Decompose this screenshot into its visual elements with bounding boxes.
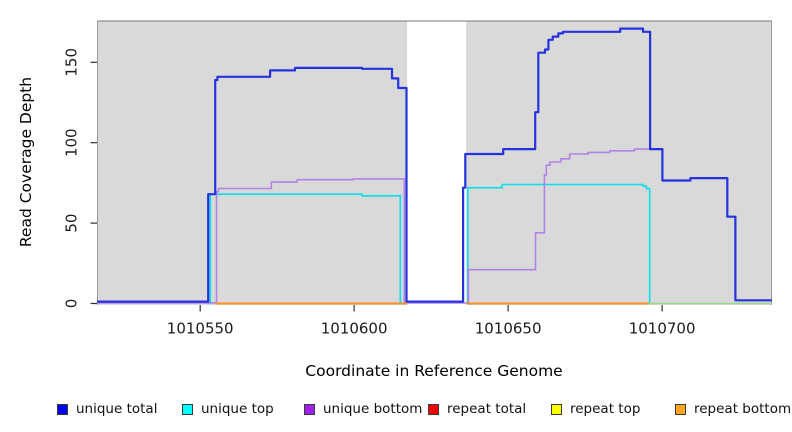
y-tick-label: 150 bbox=[63, 48, 81, 77]
x-axis-title: Coordinate in Reference Genome bbox=[305, 362, 563, 380]
covered-region-left bbox=[97, 21, 408, 305]
legend-item-unique-bottom: unique bottom bbox=[304, 399, 422, 419]
y-axis-title: Read Coverage Depth bbox=[17, 76, 35, 248]
covered-region-right bbox=[466, 21, 772, 305]
x-tick-label: 1010600 bbox=[321, 320, 388, 338]
legend-item-repeat-bottom: repeat bottom bbox=[675, 399, 791, 419]
legend-swatch-repeat-top bbox=[551, 403, 562, 415]
legend-label-unique-total: unique total bbox=[76, 401, 158, 417]
y-tick-label: 50 bbox=[63, 214, 81, 233]
legend-item-repeat-total: repeat total bbox=[428, 399, 526, 419]
legend-swatch-unique-total bbox=[57, 403, 68, 415]
legend-label-unique-top: unique top bbox=[201, 401, 274, 417]
series-line-unique-top bbox=[208, 193, 406, 305]
legend-label-repeat-bottom: repeat bottom bbox=[694, 401, 792, 417]
x-tick-label: 1010700 bbox=[629, 320, 696, 338]
legend-item-unique-total: unique total bbox=[57, 399, 157, 419]
legend-swatch-repeat-total bbox=[428, 403, 439, 415]
legend-swatch-unique-top bbox=[182, 403, 193, 415]
legend-label-repeat-total: repeat total bbox=[447, 401, 527, 417]
y-tick-label: 100 bbox=[63, 128, 81, 157]
legend-label-unique-bottom: unique bottom bbox=[323, 401, 423, 417]
legend-swatch-unique-bottom bbox=[304, 403, 315, 415]
legend-swatch-repeat-bottom bbox=[675, 403, 686, 415]
series-line-unique-top bbox=[466, 183, 651, 305]
x-tick-label: 1010650 bbox=[475, 320, 542, 338]
series-line-unique-total bbox=[97, 27, 772, 303]
x-tick-label: 1010550 bbox=[167, 320, 234, 338]
legend-label-repeat-top: repeat top bbox=[570, 401, 641, 417]
legend-item-unique-top: unique top bbox=[182, 399, 274, 419]
legend: unique total unique top unique bottom repea… bbox=[0, 399, 792, 423]
y-tick-label: 0 bbox=[63, 299, 81, 309]
legend-item-repeat-top: repeat top bbox=[551, 399, 640, 419]
